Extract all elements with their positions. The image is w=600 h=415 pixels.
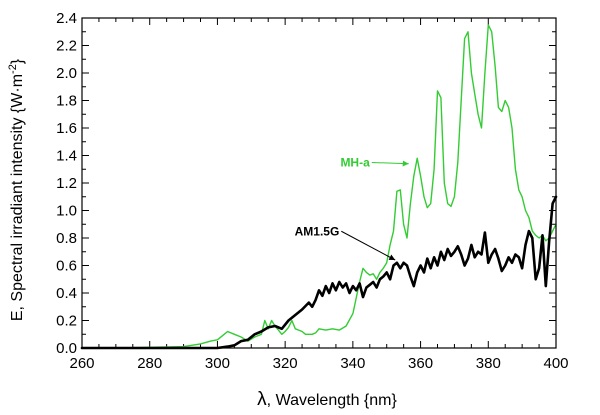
annotation-label-am1-5g: AM1.5G: [295, 224, 340, 238]
y-tick-label: 1.6: [56, 120, 77, 137]
y-tick-label: 0.8: [56, 230, 77, 247]
y-tick-label: 2.0: [56, 65, 77, 82]
x-tick-label: 320: [273, 355, 298, 372]
x-tick-label: 280: [137, 355, 162, 372]
y-tick-label: 2.4: [56, 10, 77, 27]
y-tick-label: 2.2: [56, 38, 77, 55]
x-tick-label: 260: [69, 355, 94, 372]
plot-frame: [81, 17, 557, 349]
x-tick-label: 380: [476, 355, 501, 372]
annotation-arrow-mh-a: [371, 160, 409, 167]
annotation-arrow-am1-5g: [341, 230, 396, 261]
y-tick-label: 1.0: [56, 203, 77, 220]
x-tick-label: 400: [543, 355, 568, 372]
y-axis-title: E, Spectral irradiant intensity {W·m-2}: [7, 58, 26, 321]
x-tick-label: 360: [408, 355, 433, 372]
x-axis-symbol: λ: [257, 389, 267, 410]
y-tick-label: 0.4: [56, 285, 77, 302]
y-axis-label: E, Spectral irradiant intensity {W·m: [9, 74, 26, 321]
y-axis-exponent: -2: [7, 64, 19, 74]
x-axis-label: , Wavelength {nm}: [267, 392, 398, 409]
x-tick-label: 300: [205, 355, 230, 372]
y-tick-label: 0.2: [56, 313, 77, 330]
y-tick-label: 1.2: [56, 175, 77, 192]
series-line-mh-a: [81, 24, 557, 349]
x-axis-title: λ, Wavelength {nm}: [257, 389, 397, 410]
series-line-am1-5g: [80, 195, 558, 350]
y-tick-label: 0.6: [56, 258, 77, 275]
y-tick-label: 1.4: [56, 148, 77, 165]
x-tick-label: 340: [340, 355, 365, 372]
y-tick-label: 0.0: [56, 340, 77, 357]
y-axis-label-close: }: [9, 58, 26, 64]
annotation-label-mh-a: MH-a: [340, 156, 370, 170]
y-tick-label: 1.8: [56, 93, 77, 110]
